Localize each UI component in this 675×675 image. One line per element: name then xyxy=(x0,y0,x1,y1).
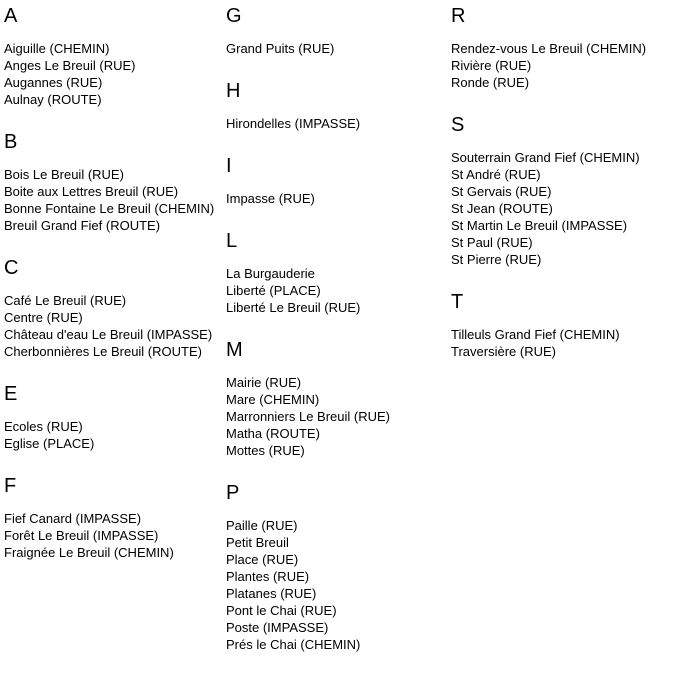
letter-heading: S xyxy=(451,114,465,136)
letter-section: I Impasse (RUE) xyxy=(226,154,451,207)
letter-heading: L xyxy=(226,230,238,252)
street-item: Mare (CHEMIN) xyxy=(226,392,320,407)
street-item: La Burgauderie xyxy=(226,266,315,281)
index-column-3: R Rendez-vous Le Breuil (CHEMIN) Rivière… xyxy=(451,4,675,675)
street-item: Eglise (PLACE) xyxy=(4,436,95,451)
letter-section: F Fief Canard (IMPASSE) Forêt Le Breuil … xyxy=(4,474,226,561)
street-item: Boite aux Lettres Breuil (RUE) xyxy=(4,184,179,199)
street-item: St Jean (ROUTE) xyxy=(451,201,553,216)
street-item: St Pierre (RUE) xyxy=(451,252,542,267)
street-list: Aiguille (CHEMIN) Anges Le Breuil (RUE) … xyxy=(4,40,226,108)
letter-heading: G xyxy=(226,5,242,27)
letter-heading: A xyxy=(4,5,18,27)
street-item: Paille (RUE) xyxy=(226,518,298,533)
street-list: Souterrain Grand Fief (CHEMIN) St André … xyxy=(451,149,675,268)
letter-section: L La Burgauderie Liberté (PLACE) Liberté… xyxy=(226,229,451,316)
street-item: Marronniers Le Breuil (RUE) xyxy=(226,409,390,424)
street-item: Pont le Chai (RUE) xyxy=(226,603,337,618)
street-list: Grand Puits (RUE) xyxy=(226,40,451,57)
street-item: Hirondelles (IMPASSE) xyxy=(226,116,361,131)
street-item: St Gervais (RUE) xyxy=(451,184,552,199)
street-item: Anges Le Breuil (RUE) xyxy=(4,58,136,73)
letter-section: P Paille (RUE) Petit Breuil Place (RUE) … xyxy=(226,481,451,653)
street-item: Mairie (RUE) xyxy=(226,375,302,390)
street-item: Mottes (RUE) xyxy=(226,443,305,458)
street-item: Centre (RUE) xyxy=(4,310,83,325)
letter-heading: T xyxy=(451,291,464,313)
street-item: Traversière (RUE) xyxy=(451,344,556,359)
street-item: Café Le Breuil (RUE) xyxy=(4,293,127,308)
letter-heading: R xyxy=(451,5,466,27)
street-list: Fief Canard (IMPASSE) Forêt Le Breuil (I… xyxy=(4,510,226,561)
street-item: Prés le Chai (CHEMIN) xyxy=(226,637,361,652)
street-item: Platanes (RUE) xyxy=(226,586,317,601)
street-item: St Martin Le Breuil (IMPASSE) xyxy=(451,218,628,233)
street-list: Paille (RUE) Petit Breuil Place (RUE) Pl… xyxy=(226,517,451,653)
street-item: Ecoles (RUE) xyxy=(4,419,83,434)
street-item: St André (RUE) xyxy=(451,167,541,182)
street-list: Ecoles (RUE) Eglise (PLACE) xyxy=(4,418,226,452)
street-list: La Burgauderie Liberté (PLACE) Liberté L… xyxy=(226,265,451,316)
letter-heading: H xyxy=(226,80,241,102)
street-item: Augannes (RUE) xyxy=(4,75,103,90)
street-item: Impasse (RUE) xyxy=(226,191,315,206)
street-list: Café Le Breuil (RUE) Centre (RUE) Châtea… xyxy=(4,292,226,360)
street-item: Ronde (RUE) xyxy=(451,75,530,90)
street-item: Grand Puits (RUE) xyxy=(226,41,335,56)
street-item: Aulnay (ROUTE) xyxy=(4,92,102,107)
letter-heading: C xyxy=(4,257,19,279)
letter-heading: I xyxy=(226,155,232,177)
street-item: Fraignée Le Breuil (CHEMIN) xyxy=(4,545,174,560)
index-column-1: A Aiguille (CHEMIN) Anges Le Breuil (RUE… xyxy=(4,4,226,675)
letter-heading: F xyxy=(4,475,17,497)
street-item: Matha (ROUTE) xyxy=(226,426,320,441)
street-item: Liberté Le Breuil (RUE) xyxy=(226,300,361,315)
street-item: St Paul (RUE) xyxy=(451,235,533,250)
street-list: Mairie (RUE) Mare (CHEMIN) Marronniers L… xyxy=(226,374,451,459)
letter-section: G Grand Puits (RUE) xyxy=(226,4,451,57)
street-item: Cherbonnières Le Breuil (ROUTE) xyxy=(4,344,202,359)
index-column-2: G Grand Puits (RUE) H Hirondelles (IMPAS… xyxy=(226,4,451,675)
street-item: Rivière (RUE) xyxy=(451,58,532,73)
letter-heading: M xyxy=(226,339,243,361)
letter-section: B Bois Le Breuil (RUE) Boite aux Lettres… xyxy=(4,130,226,234)
letter-heading: B xyxy=(4,131,18,153)
letter-section: C Café Le Breuil (RUE) Centre (RUE) Chât… xyxy=(4,256,226,360)
street-list: Tilleuls Grand Fief (CHEMIN) Traversière… xyxy=(451,326,675,360)
street-item: Liberté (PLACE) xyxy=(226,283,321,298)
street-item: Tilleuls Grand Fief (CHEMIN) xyxy=(451,327,620,342)
street-item: Plantes (RUE) xyxy=(226,569,310,584)
street-item: Fief Canard (IMPASSE) xyxy=(4,511,142,526)
street-item: Rendez-vous Le Breuil (CHEMIN) xyxy=(451,41,647,56)
street-item: Aiguille (CHEMIN) xyxy=(4,41,110,56)
letter-section: M Mairie (RUE) Mare (CHEMIN) Marronniers… xyxy=(226,338,451,459)
street-item: Château d'eau Le Breuil (IMPASSE) xyxy=(4,327,213,342)
street-item: Poste (IMPASSE) xyxy=(226,620,329,635)
letter-section: H Hirondelles (IMPASSE) xyxy=(226,79,451,132)
letter-heading: E xyxy=(4,383,18,405)
street-list: Hirondelles (IMPASSE) xyxy=(226,115,451,132)
letter-section: E Ecoles (RUE) Eglise (PLACE) xyxy=(4,382,226,452)
street-list: Bois Le Breuil (RUE) Boite aux Lettres B… xyxy=(4,166,226,234)
street-item: Bonne Fontaine Le Breuil (CHEMIN) xyxy=(4,201,215,216)
street-item: Bois Le Breuil (RUE) xyxy=(4,167,124,182)
letter-section: T Tilleuls Grand Fief (CHEMIN) Traversiè… xyxy=(451,290,675,360)
street-item: Petit Breuil xyxy=(226,535,289,550)
street-list: Impasse (RUE) xyxy=(226,190,451,207)
letter-section: R Rendez-vous Le Breuil (CHEMIN) Rivière… xyxy=(451,4,675,91)
letter-section: S Souterrain Grand Fief (CHEMIN) St Andr… xyxy=(451,113,675,268)
letter-heading: P xyxy=(226,482,240,504)
street-item: Breuil Grand Fief (ROUTE) xyxy=(4,218,161,233)
street-item: Place (RUE) xyxy=(226,552,299,567)
street-item: Souterrain Grand Fief (CHEMIN) xyxy=(451,150,640,165)
letter-section: A Aiguille (CHEMIN) Anges Le Breuil (RUE… xyxy=(4,4,226,108)
street-list: Rendez-vous Le Breuil (CHEMIN) Rivière (… xyxy=(451,40,675,91)
street-item: Forêt Le Breuil (IMPASSE) xyxy=(4,528,159,543)
